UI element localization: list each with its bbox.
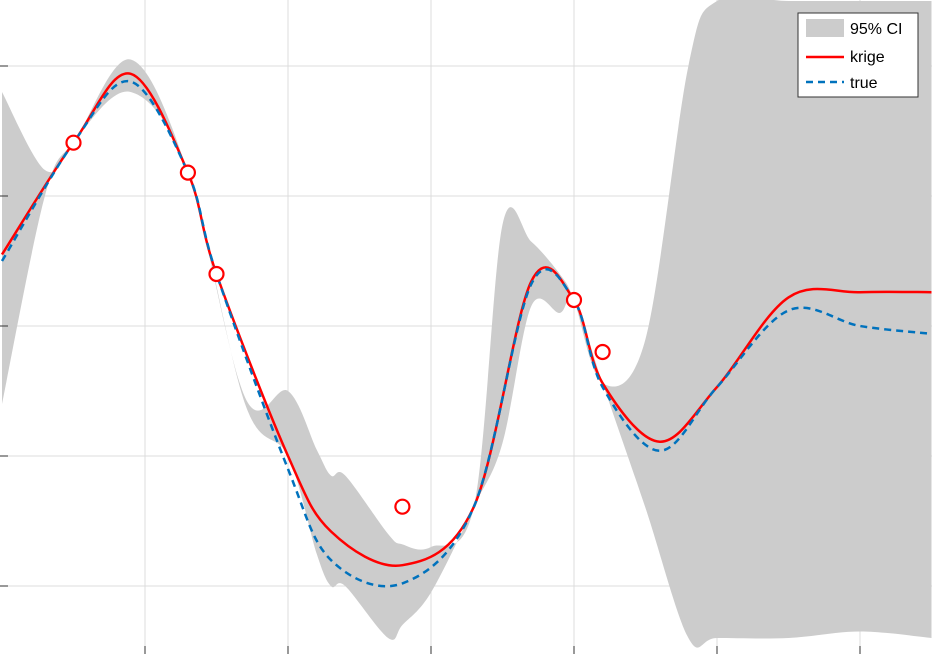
series-layer	[0, 72, 932, 588]
legend-label-krige: krige	[850, 49, 885, 66]
sample-point	[208, 265, 225, 283]
sample-point	[594, 343, 611, 361]
sample-point	[65, 134, 82, 151]
series-line-true	[0, 80, 932, 588]
samples-layer	[65, 134, 611, 515]
sample-point	[394, 498, 411, 515]
legend-label-ci: 95% CI	[850, 21, 902, 38]
sample-point	[565, 291, 583, 309]
sample-point	[179, 164, 196, 181]
legend-swatch-ci	[806, 19, 844, 37]
legend-label-true: true	[850, 75, 878, 92]
tick-marks	[0, 65, 861, 654]
legend: 95% CI krige true	[797, 12, 919, 98]
